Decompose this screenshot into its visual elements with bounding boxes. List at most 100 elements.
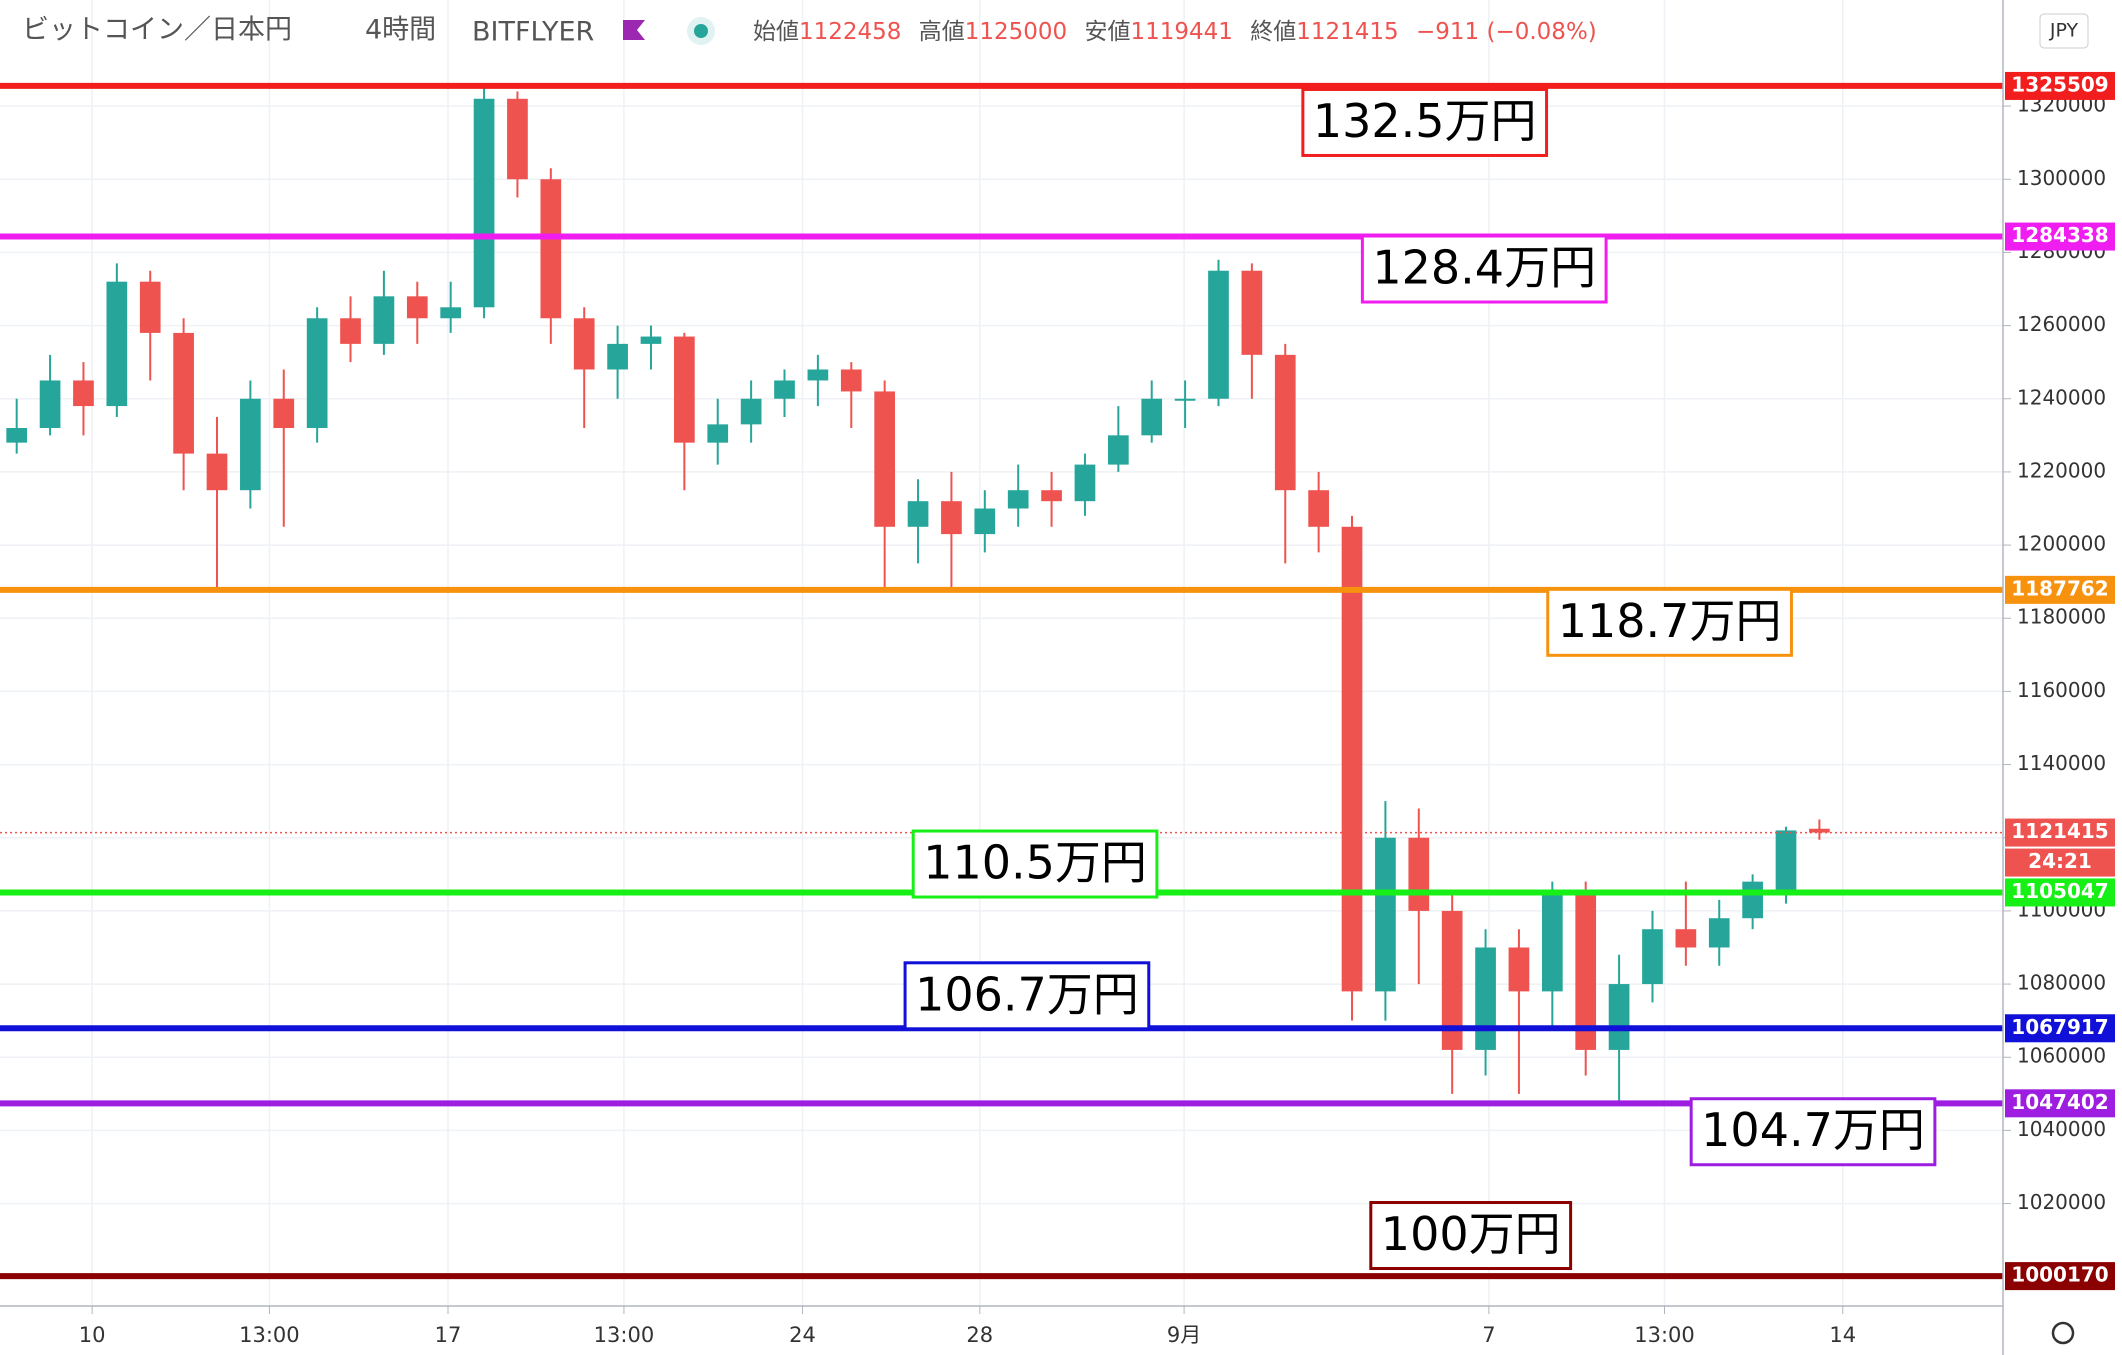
level-annotation: 132.5万円 — [1313, 94, 1537, 148]
candle-body — [406, 296, 428, 319]
candle-body — [373, 296, 395, 344]
countdown-box — [2005, 848, 2115, 877]
level-price-label: 1047402 — [2011, 1090, 2108, 1114]
candle-body — [1809, 828, 1830, 833]
level-annotation: 118.7万円 — [1558, 594, 1782, 648]
candle-body — [273, 398, 295, 429]
candle-body — [306, 318, 328, 429]
candle-body — [73, 380, 94, 407]
x-tick-label: 24 — [789, 1323, 816, 1347]
last-price-box — [2005, 818, 2115, 847]
candle-body — [640, 336, 662, 344]
level-price-box — [2005, 1262, 2115, 1291]
level-annotation: 110.5万円 — [923, 836, 1147, 890]
annotation-box — [911, 829, 1159, 899]
candle-body — [1575, 892, 1597, 1050]
candle-body — [907, 501, 929, 527]
candle-body — [106, 281, 128, 407]
candle-body — [1708, 918, 1730, 948]
annotation-box — [1369, 1201, 1573, 1271]
candle-body — [1375, 837, 1396, 992]
currency[interactable]: JPY — [2049, 20, 2079, 42]
level-annotation: 100万円 — [1381, 1207, 1561, 1261]
y-tick-label: 1220000 — [2017, 458, 2106, 482]
candle-body — [1241, 270, 1263, 355]
candle-body — [540, 179, 562, 319]
candle-body — [440, 307, 462, 319]
x-tick-label: 13:00 — [1634, 1323, 1695, 1347]
open-label: 始値 — [753, 19, 799, 45]
level-price-label: 1325509 — [2011, 72, 2108, 96]
candle-body — [1775, 830, 1797, 893]
level-price-label: 1187762 — [2011, 576, 2108, 600]
candle-body — [941, 501, 962, 535]
y-tick-label: 1300000 — [2017, 166, 2106, 190]
y-tick-label: 1260000 — [2017, 312, 2106, 336]
candle-body — [774, 380, 795, 399]
candle-body — [607, 343, 628, 370]
annotation-box — [1546, 587, 1793, 657]
level-price-box — [2005, 222, 2115, 251]
ohlc: 始値1122458 高値1125000 安値1119441 終値1121415 … — [753, 19, 1597, 45]
x-tick-label: 17 — [435, 1323, 462, 1347]
level-price-label: 1105047 — [2011, 879, 2108, 903]
candle-body — [6, 428, 28, 443]
y-tick-label: 1060000 — [2017, 1044, 2106, 1068]
candle-body — [1107, 435, 1129, 465]
x-tick-label: 28 — [966, 1323, 993, 1347]
y-tick-label: 1180000 — [2017, 605, 2106, 629]
level-annotation: 104.7万円 — [1701, 1103, 1925, 1157]
candle-body — [1475, 947, 1496, 1050]
status-dot — [694, 24, 708, 38]
candle-body — [707, 424, 729, 443]
candle-body — [1341, 526, 1363, 992]
candle-body — [807, 369, 829, 381]
level-price-box — [2005, 1089, 2115, 1118]
settings-gear[interactable] — [2051, 1321, 2075, 1345]
change: −911 (−0.08%) — [1416, 19, 1597, 45]
candle-body — [1508, 947, 1530, 992]
candle-body — [974, 508, 996, 535]
candle-body — [1675, 929, 1697, 948]
candle-body — [1141, 398, 1163, 436]
level-annotation: 128.4万円 — [1372, 241, 1596, 295]
level-price-box — [2005, 878, 2115, 907]
level-price-box — [2005, 71, 2115, 100]
level-price-label: 1067917 — [2011, 1015, 2108, 1039]
candle-body — [1274, 354, 1296, 491]
low-value: 1119441 — [1131, 19, 1233, 45]
y-tick-label: 1160000 — [2017, 678, 2106, 702]
y-tick-label: 1080000 — [2017, 971, 2106, 995]
high-label: 高値 — [919, 19, 965, 45]
x-tick-label: 14 — [1829, 1323, 1856, 1347]
currency-button[interactable] — [2039, 13, 2089, 49]
settings-icon[interactable] — [2051, 1321, 2075, 1345]
candle-body — [173, 332, 194, 454]
candle-body — [840, 369, 862, 392]
x-tick-label: 7 — [1482, 1323, 1495, 1347]
level-price-box — [2005, 1014, 2115, 1043]
level-annotation: 106.7万円 — [915, 967, 1139, 1021]
y-tick-label: 1020000 — [2017, 1190, 2106, 1214]
candle-body — [1308, 490, 1329, 527]
flag-icon[interactable] — [623, 20, 645, 40]
annotation-box — [1301, 87, 1549, 157]
candle-body — [874, 391, 896, 527]
x-tick-label: 13:00 — [594, 1323, 655, 1347]
annotation-box — [903, 961, 1151, 1031]
candle-body — [340, 318, 361, 344]
countdown: 24:21 — [2028, 849, 2092, 873]
interval[interactable]: 4時間 — [365, 15, 436, 46]
candle-body — [139, 281, 161, 333]
level-price-label: 1000170 — [2011, 1263, 2108, 1287]
candle-body — [1742, 881, 1763, 919]
candle-body — [1408, 837, 1430, 911]
candle-body — [1441, 910, 1463, 1050]
candle-body — [206, 453, 228, 491]
close-label: 終値 — [1250, 19, 1296, 45]
candle-body — [1642, 929, 1663, 985]
close-value: 1121415 — [1296, 19, 1398, 45]
low-label: 安値 — [1085, 19, 1131, 45]
symbol: ビットコイン／日本円 — [22, 15, 292, 46]
level-price-box — [2005, 575, 2115, 604]
